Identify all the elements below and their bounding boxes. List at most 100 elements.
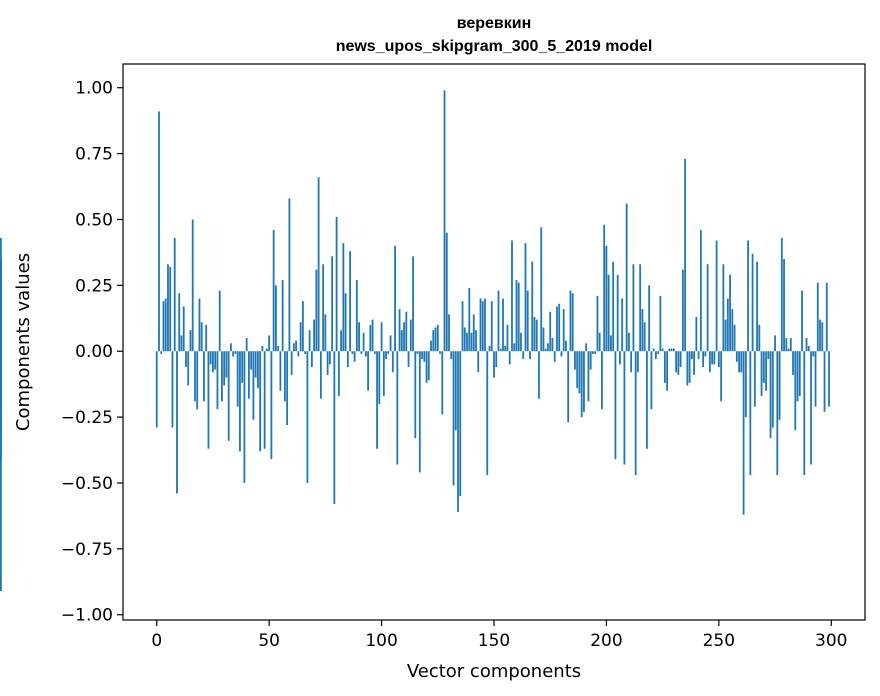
bar-218 bbox=[646, 351, 648, 449]
bar-161 bbox=[517, 282, 520, 352]
bar-85 bbox=[346, 351, 349, 368]
bar-260 bbox=[740, 351, 743, 373]
x-tick-label: 250 bbox=[703, 631, 735, 651]
bar-224 bbox=[659, 295, 662, 352]
bar-111 bbox=[405, 311, 408, 352]
bar-52 bbox=[272, 230, 275, 352]
bar-183 bbox=[567, 351, 570, 423]
bar-92 bbox=[362, 332, 365, 352]
bar-93 bbox=[364, 351, 367, 357]
bar-285 bbox=[796, 351, 799, 402]
bar-44 bbox=[254, 351, 257, 378]
bar-170 bbox=[538, 351, 540, 399]
bar-158 bbox=[511, 240, 513, 352]
bar-257 bbox=[733, 324, 736, 352]
bar-96 bbox=[371, 319, 374, 352]
bar-90 bbox=[358, 322, 360, 352]
bar-267 bbox=[756, 261, 758, 352]
bar-167 bbox=[531, 261, 534, 352]
bar-104 bbox=[389, 335, 392, 352]
bar-207 bbox=[621, 298, 624, 352]
bar-60 bbox=[290, 351, 293, 375]
bar-261 bbox=[742, 351, 745, 515]
bar-25 bbox=[212, 351, 214, 373]
bar-287 bbox=[801, 290, 803, 352]
bar-246 bbox=[708, 351, 711, 373]
bar-172 bbox=[542, 327, 545, 352]
bar-17 bbox=[194, 351, 196, 402]
bar-39 bbox=[243, 351, 246, 483]
bar-259 bbox=[738, 351, 740, 373]
bar-277 bbox=[778, 351, 781, 420]
bar-149 bbox=[490, 301, 493, 352]
bar-20 bbox=[200, 322, 203, 352]
bar-275 bbox=[774, 335, 776, 352]
bar-4 bbox=[164, 298, 167, 352]
bar-87 bbox=[351, 351, 354, 354]
bar-240 bbox=[695, 316, 698, 352]
x-axis-label: Vector components bbox=[407, 661, 581, 682]
bar-244 bbox=[704, 351, 707, 357]
x-tick-label: 50 bbox=[258, 631, 280, 651]
bar-57 bbox=[283, 351, 286, 402]
bar-150 bbox=[493, 351, 495, 378]
bar-154 bbox=[502, 298, 504, 352]
bar-177 bbox=[553, 351, 556, 362]
bar-118 bbox=[421, 351, 423, 360]
bar-89 bbox=[355, 280, 358, 352]
bar-79 bbox=[333, 351, 336, 505]
bar-169 bbox=[535, 319, 538, 352]
bar-120 bbox=[425, 351, 428, 383]
bar-298 bbox=[825, 282, 828, 352]
bar-274 bbox=[771, 351, 774, 428]
bar-109 bbox=[400, 330, 403, 352]
bar-110 bbox=[403, 322, 405, 352]
bar-165 bbox=[526, 290, 529, 352]
bar-232 bbox=[677, 351, 680, 375]
bar-30 bbox=[223, 351, 226, 386]
bar-23 bbox=[207, 351, 210, 449]
bar-223 bbox=[657, 351, 660, 354]
bar-136 bbox=[461, 301, 464, 352]
bar-132 bbox=[452, 351, 455, 486]
bar-76 bbox=[326, 351, 329, 375]
bar-171 bbox=[540, 227, 543, 352]
bar-51 bbox=[270, 351, 273, 460]
bar-147 bbox=[486, 351, 489, 476]
bar-112 bbox=[407, 351, 410, 368]
bar-166 bbox=[529, 351, 531, 360]
bar-61 bbox=[292, 343, 295, 352]
bar-69 bbox=[310, 351, 313, 368]
bar-97 bbox=[373, 351, 376, 354]
bar-178 bbox=[556, 306, 558, 352]
bar-185 bbox=[571, 293, 574, 352]
bar-117 bbox=[418, 351, 421, 473]
bar-256 bbox=[731, 309, 734, 352]
bar-221 bbox=[652, 348, 655, 352]
bar-289 bbox=[805, 338, 808, 352]
bar-153 bbox=[499, 348, 502, 352]
bar-undefined bbox=[0, 351, 2, 592]
bar-248 bbox=[713, 351, 716, 365]
bar-114 bbox=[412, 256, 414, 352]
bar-188 bbox=[578, 351, 581, 394]
bar-122 bbox=[430, 340, 432, 352]
bar-219 bbox=[648, 285, 651, 352]
bar-24 bbox=[209, 351, 212, 365]
bar-74 bbox=[322, 264, 325, 352]
bar-83 bbox=[342, 243, 345, 352]
bar-283 bbox=[792, 351, 794, 375]
plot-frame bbox=[122, 63, 866, 621]
bar-73 bbox=[319, 351, 322, 399]
bar-272 bbox=[767, 351, 770, 360]
bar-0 bbox=[155, 351, 158, 428]
bar-142 bbox=[475, 330, 477, 352]
bar-253 bbox=[724, 319, 727, 352]
bar-27 bbox=[216, 351, 219, 410]
bar-series bbox=[0, 90, 830, 592]
bar-77 bbox=[328, 351, 331, 365]
bar-288 bbox=[803, 351, 806, 476]
bar-148 bbox=[488, 345, 491, 352]
bar-50 bbox=[268, 335, 271, 352]
